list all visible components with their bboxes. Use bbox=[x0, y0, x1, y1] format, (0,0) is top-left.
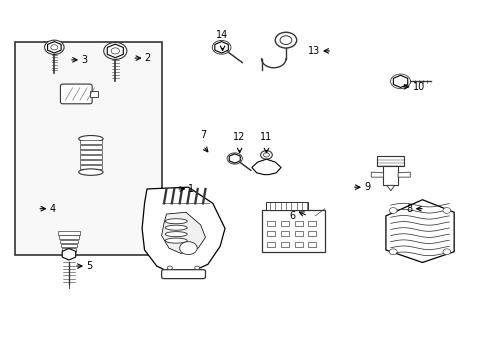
Text: 11: 11 bbox=[260, 132, 272, 142]
Polygon shape bbox=[397, 172, 409, 177]
Text: 7: 7 bbox=[200, 130, 206, 140]
Circle shape bbox=[51, 45, 58, 50]
Polygon shape bbox=[214, 41, 228, 53]
Circle shape bbox=[442, 249, 450, 255]
Bar bbox=[15, 42, 161, 255]
Circle shape bbox=[280, 36, 291, 45]
Polygon shape bbox=[161, 212, 205, 253]
Ellipse shape bbox=[165, 225, 187, 230]
Bar bbox=[281, 221, 288, 226]
Circle shape bbox=[194, 266, 199, 270]
Text: 10: 10 bbox=[412, 82, 424, 92]
Bar bbox=[308, 242, 316, 247]
Circle shape bbox=[390, 74, 409, 89]
Text: 5: 5 bbox=[86, 261, 92, 271]
Polygon shape bbox=[251, 159, 281, 175]
Ellipse shape bbox=[165, 231, 187, 237]
Text: 9: 9 bbox=[363, 182, 369, 192]
Text: 4: 4 bbox=[49, 204, 56, 214]
Bar bbox=[266, 202, 307, 211]
Circle shape bbox=[388, 249, 396, 255]
Circle shape bbox=[260, 150, 272, 159]
Bar bbox=[59, 235, 79, 239]
Circle shape bbox=[442, 208, 450, 213]
Ellipse shape bbox=[165, 219, 187, 224]
Bar bbox=[80, 165, 102, 169]
Bar bbox=[58, 231, 80, 234]
Circle shape bbox=[167, 266, 172, 270]
Ellipse shape bbox=[165, 238, 187, 243]
Bar bbox=[89, 91, 98, 97]
Circle shape bbox=[103, 42, 126, 59]
Circle shape bbox=[44, 40, 64, 54]
Polygon shape bbox=[386, 185, 394, 191]
Circle shape bbox=[227, 153, 242, 164]
Polygon shape bbox=[107, 44, 123, 58]
Polygon shape bbox=[47, 41, 61, 53]
Bar bbox=[376, 156, 404, 166]
FancyBboxPatch shape bbox=[61, 84, 92, 104]
Text: 14: 14 bbox=[216, 30, 228, 40]
Polygon shape bbox=[142, 187, 224, 273]
Bar bbox=[308, 221, 316, 226]
Polygon shape bbox=[370, 172, 383, 177]
Bar bbox=[294, 242, 302, 247]
Text: 6: 6 bbox=[289, 211, 295, 221]
Bar bbox=[281, 242, 288, 247]
Bar bbox=[294, 231, 302, 236]
Bar bbox=[80, 145, 102, 149]
Text: 8: 8 bbox=[406, 204, 412, 214]
Text: 12: 12 bbox=[233, 132, 245, 142]
Circle shape bbox=[275, 32, 296, 48]
Circle shape bbox=[212, 40, 230, 54]
Bar bbox=[80, 155, 102, 159]
Text: 2: 2 bbox=[144, 53, 150, 63]
Bar bbox=[267, 242, 275, 247]
FancyBboxPatch shape bbox=[161, 270, 205, 279]
Polygon shape bbox=[385, 200, 453, 262]
Text: 13: 13 bbox=[307, 46, 320, 56]
Bar bbox=[60, 239, 78, 243]
Bar bbox=[62, 248, 76, 252]
Bar bbox=[261, 211, 325, 252]
Bar bbox=[80, 140, 102, 144]
Polygon shape bbox=[62, 248, 76, 260]
Bar bbox=[61, 244, 77, 247]
Circle shape bbox=[263, 153, 269, 157]
Bar bbox=[267, 221, 275, 226]
Bar bbox=[80, 160, 102, 164]
Bar bbox=[308, 231, 316, 236]
Bar bbox=[267, 231, 275, 236]
Polygon shape bbox=[392, 75, 407, 87]
Circle shape bbox=[388, 208, 396, 213]
Bar bbox=[80, 150, 102, 154]
Polygon shape bbox=[229, 154, 240, 163]
Ellipse shape bbox=[79, 169, 103, 175]
Ellipse shape bbox=[79, 135, 103, 142]
Text: 1: 1 bbox=[188, 184, 194, 194]
Text: 3: 3 bbox=[81, 55, 87, 65]
Circle shape bbox=[111, 48, 119, 54]
Bar bbox=[294, 221, 302, 226]
Circle shape bbox=[179, 242, 197, 255]
Bar bbox=[383, 166, 397, 185]
Bar bbox=[281, 231, 288, 236]
